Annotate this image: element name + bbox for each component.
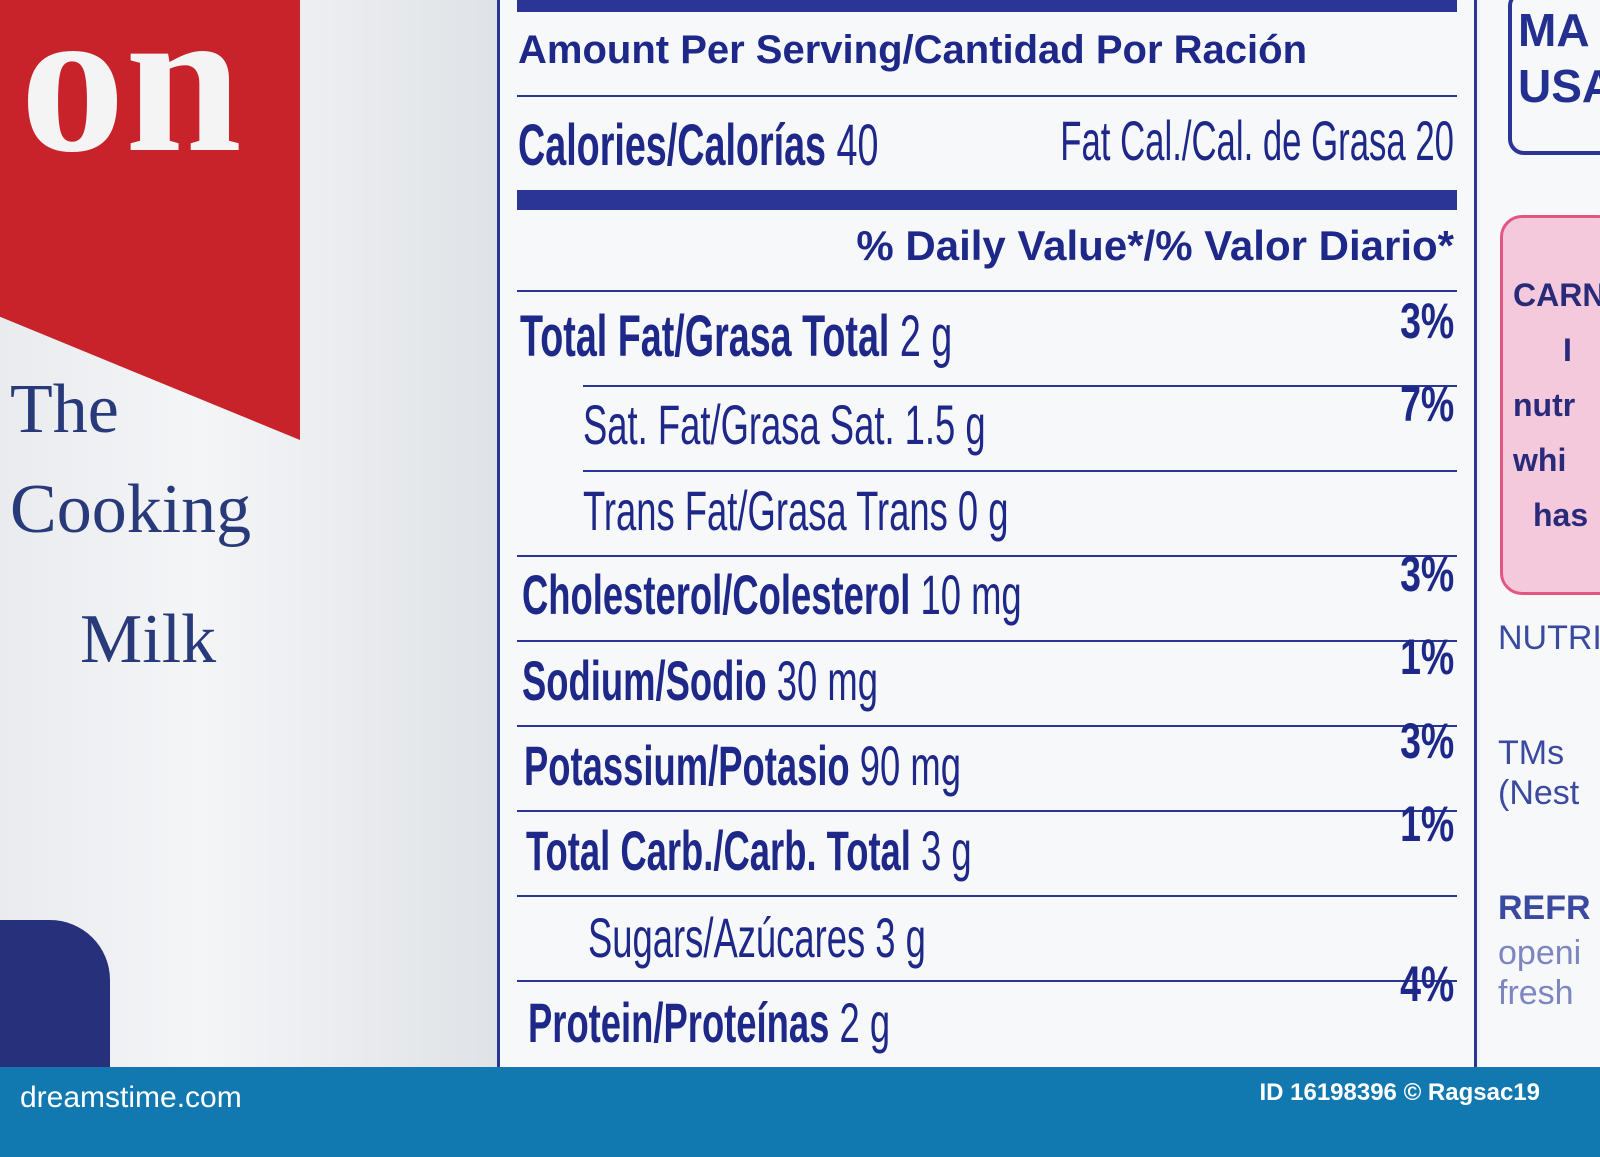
calories-row: Calories/Calorías 40 — [518, 112, 878, 179]
tagline-line: The — [10, 371, 119, 448]
nutrient-name: Potassium/Potasio — [524, 734, 850, 797]
tagline-line: Milk — [80, 601, 217, 678]
nutrient-row: Trans Fat/Grasa Trans 0 g — [583, 478, 1009, 543]
rule — [517, 980, 1457, 982]
daily-value: 7% — [1399, 376, 1454, 432]
thick-rule — [517, 0, 1457, 12]
nutrient-amount: 1.5 g — [904, 393, 986, 456]
refr-text: fresh — [1498, 974, 1574, 1012]
tagline-line: Cooking — [10, 471, 252, 548]
calories-value: 40 — [836, 113, 879, 178]
pink-box-line: CARN — [1513, 277, 1600, 313]
nutrient-amount: 90 mg — [859, 734, 961, 797]
nutrient-amount: 3 g — [921, 819, 972, 882]
rule — [583, 385, 1457, 387]
daily-value-header: % Daily Value*/% Valor Diario* — [856, 222, 1454, 269]
nutrient-row: Protein/Proteínas 2 g — [528, 990, 890, 1055]
nutrient-name: Sugars/Azúcares — [588, 906, 866, 969]
pink-box-line: has — [1533, 497, 1589, 533]
thick-rule — [517, 190, 1457, 210]
image-credit: ID 16198396 © Ragsac19 — [1259, 1079, 1540, 1106]
rule — [517, 810, 1457, 812]
pink-box-line: nutr — [1513, 387, 1576, 423]
daily-value: 1% — [1399, 629, 1454, 685]
nutrient-name: Sodium/Sodio — [522, 649, 767, 712]
nutrient-row: Sugars/Azúcares 3 g — [588, 905, 926, 970]
dreamstime-logo: dreamstime.com — [20, 1081, 242, 1114]
tms-text: (Nest — [1498, 774, 1580, 812]
navy-graphic — [0, 920, 110, 1067]
daily-value: 3% — [1399, 293, 1454, 349]
rule — [517, 555, 1457, 557]
daily-value: 1% — [1399, 796, 1454, 852]
refr-text: REFR — [1498, 889, 1591, 927]
nutrient-name: Trans Fat/Grasa Trans — [583, 479, 948, 542]
nutrient-amount: 0 g — [957, 479, 1009, 542]
rule — [583, 470, 1457, 472]
calories-label: Calories/Calorías — [518, 113, 827, 178]
rule — [517, 895, 1457, 897]
rule — [517, 640, 1457, 642]
made-in-usa-badge: MA USA — [1508, 0, 1600, 155]
rule — [517, 725, 1457, 727]
nutrient-name: Cholesterol/Colesterol — [522, 563, 911, 626]
badge-line: USA — [1518, 60, 1600, 112]
daily-value: 4% — [1399, 956, 1454, 1012]
pink-box-line: I — [1563, 332, 1572, 368]
nutrient-amount: 30 mg — [776, 649, 878, 712]
nutrient-row: Sat. Fat/Grasa Sat. 1.5 g — [583, 392, 986, 457]
nutrient-name: Protein/Proteínas — [528, 991, 830, 1054]
tms-text: TMs — [1498, 734, 1565, 772]
nutrient-name: Total Fat/Grasa Total — [520, 304, 890, 369]
daily-value: 3% — [1399, 546, 1454, 602]
can-left-side: on The Cooking Milk — [0, 0, 500, 1067]
nutrition-facts-panel: Amount Per Serving/Cantidad Por Ración C… — [497, 0, 1477, 1067]
nutri-text: NUTRI — [1498, 619, 1600, 657]
nutrient-name: Total Carb./Carb. Total — [526, 819, 911, 882]
nutrient-row: Sodium/Sodio 30 mg — [522, 648, 878, 713]
nutrient-row: Total Fat/Grasa Total 2 g — [520, 303, 952, 370]
nutrient-amount: 10 mg — [920, 563, 1022, 626]
nutrient-row: Total Carb./Carb. Total 3 g — [526, 818, 972, 883]
nutrient-amount: 2 g — [839, 991, 891, 1054]
pink-box-line: whi — [1513, 442, 1567, 478]
nutrient-amount: 3 g — [875, 906, 926, 969]
daily-value: 3% — [1399, 713, 1454, 769]
refr-text: openi — [1498, 934, 1582, 972]
nutrient-row: Cholesterol/Colesterol 10 mg — [522, 562, 1022, 627]
rule — [517, 95, 1457, 97]
nutrient-name: Sat. Fat/Grasa Sat. — [583, 393, 895, 456]
brand-text: on — [20, 0, 242, 196]
fat-calories: Fat Cal./Cal. de Grasa 20 — [1060, 109, 1454, 172]
nutrient-amount: 2 g — [899, 304, 953, 369]
rule — [517, 290, 1457, 292]
amount-per-serving: Amount Per Serving/Cantidad Por Ración — [518, 28, 1308, 72]
nutrient-row: Potassium/Potasio 90 mg — [524, 733, 961, 798]
badge-line: MA — [1518, 4, 1590, 56]
watermark-footer: dreamstime.com ID 16198396 © Ragsac19 — [0, 1067, 1600, 1157]
